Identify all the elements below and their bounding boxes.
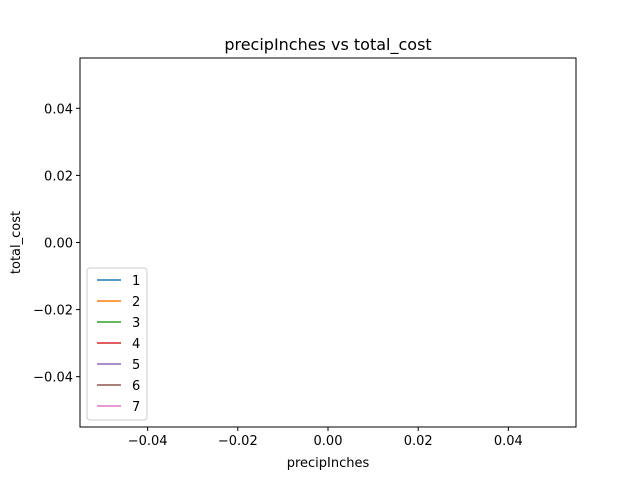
x-tick-label: 0.02 (404, 434, 433, 449)
y-axis-ticks: −0.04 −0.02 0.00 0.02 0.04 (33, 102, 80, 386)
legend: 1 2 3 4 5 6 7 (86, 267, 148, 421)
legend-label-3: 3 (132, 316, 140, 331)
x-tick-label: 0.04 (494, 434, 523, 449)
y-tick-label: 0.02 (44, 169, 73, 184)
legend-label-4: 4 (132, 337, 140, 352)
x-axis-ticks: −0.04 −0.02 0.00 0.02 0.04 (128, 427, 523, 449)
legend-frame (86, 267, 148, 421)
x-tick-label: −0.02 (218, 434, 258, 449)
chart-title: precipInches vs total_cost (224, 35, 431, 55)
x-axis-label: precipInches (287, 456, 370, 471)
y-tick-label: −0.04 (33, 371, 73, 386)
legend-label-6: 6 (132, 379, 140, 394)
y-tick-label: −0.02 (33, 304, 73, 319)
legend-label-7: 7 (132, 400, 140, 415)
x-tick-label: 0.00 (314, 434, 343, 449)
legend-label-2: 2 (132, 295, 140, 310)
legend-label-5: 5 (132, 358, 140, 373)
x-tick-label: −0.04 (128, 434, 168, 449)
y-axis-label: total_cost (9, 211, 24, 274)
y-tick-label: 0.00 (44, 237, 73, 252)
y-tick-label: 0.04 (44, 102, 73, 117)
legend-label-1: 1 (132, 274, 140, 289)
